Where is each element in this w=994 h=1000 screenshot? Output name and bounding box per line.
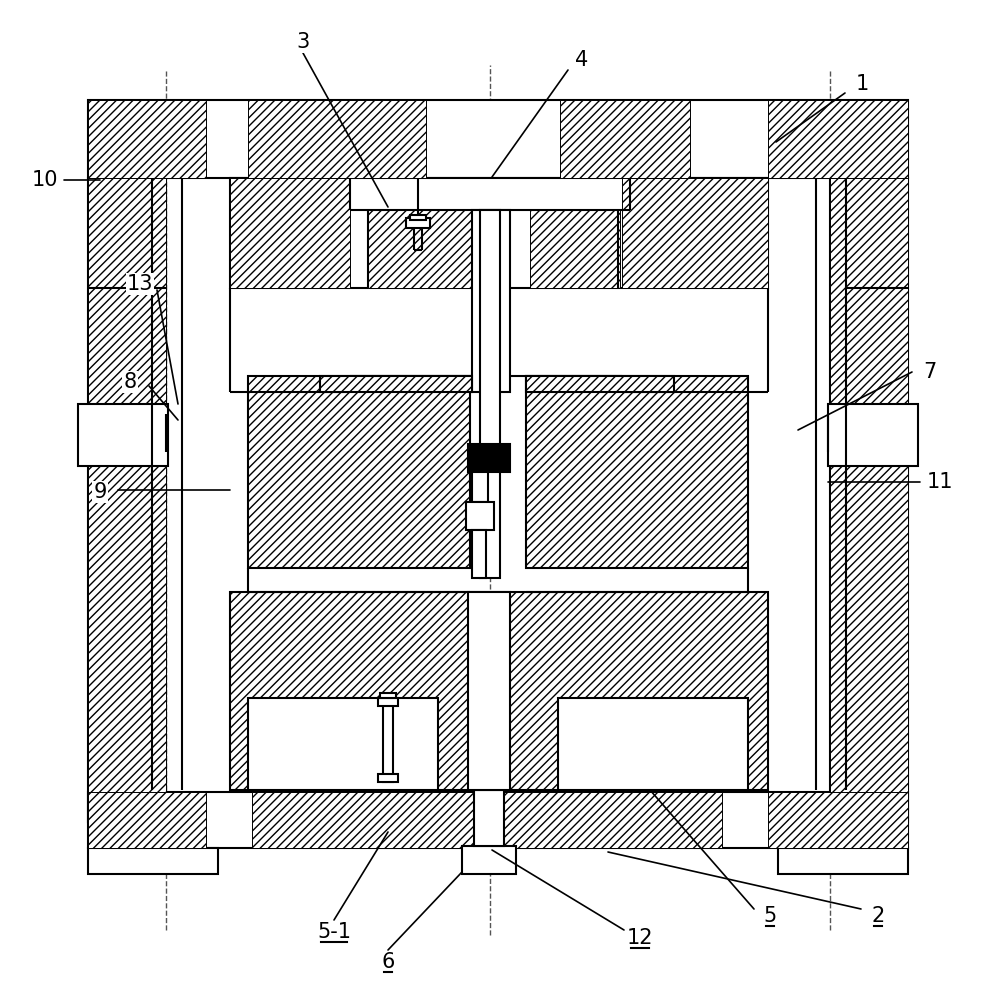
Bar [480,210,500,578]
Bar [248,376,470,568]
Text: 8: 8 [123,372,136,392]
Bar [778,848,908,874]
Bar [368,210,476,288]
Bar [230,592,768,790]
Bar [830,178,908,822]
Bar [472,210,510,392]
Text: 5-1: 5-1 [317,922,351,942]
Bar [530,210,620,288]
Bar [88,100,206,178]
Bar [462,846,516,874]
Bar [88,178,166,822]
Bar [472,472,488,502]
Bar [88,178,166,822]
Bar [830,178,908,822]
Bar [468,592,510,790]
Text: 5: 5 [763,906,776,926]
Bar [383,698,393,782]
Text: 9: 9 [93,482,106,502]
Bar [378,774,398,782]
Text: 1: 1 [856,74,869,94]
Bar [526,376,674,392]
Bar [378,698,398,706]
Text: 3: 3 [296,32,309,52]
Bar [248,376,470,568]
Bar [768,100,908,178]
Text: 11: 11 [926,472,953,492]
Bar [474,790,504,846]
Bar [88,100,908,178]
Bar [526,376,674,392]
Bar [406,218,430,228]
Bar [768,792,908,848]
Bar [468,444,510,472]
Text: 12: 12 [627,928,653,948]
Text: 4: 4 [576,50,588,70]
Bar [472,530,486,578]
Bar [230,178,350,288]
Bar [248,100,426,178]
Bar [410,215,426,220]
Bar [252,792,722,848]
Bar [78,404,168,466]
Bar [230,592,768,790]
Bar [320,376,472,392]
Bar [558,698,748,790]
Bar [526,376,748,568]
Bar [526,376,748,568]
Bar [320,376,472,392]
Text: 7: 7 [923,362,936,382]
Bar [248,698,438,790]
Text: 2: 2 [872,906,885,926]
Bar [88,792,908,848]
Bar [622,178,768,288]
Text: 6: 6 [382,952,395,972]
Bar [380,693,396,698]
Bar [560,100,690,178]
Bar [230,178,768,288]
Bar [828,404,918,466]
Bar [88,792,206,848]
Text: 13: 13 [127,274,153,294]
Text: 10: 10 [32,170,59,190]
Bar [88,848,218,874]
Bar [466,502,494,530]
